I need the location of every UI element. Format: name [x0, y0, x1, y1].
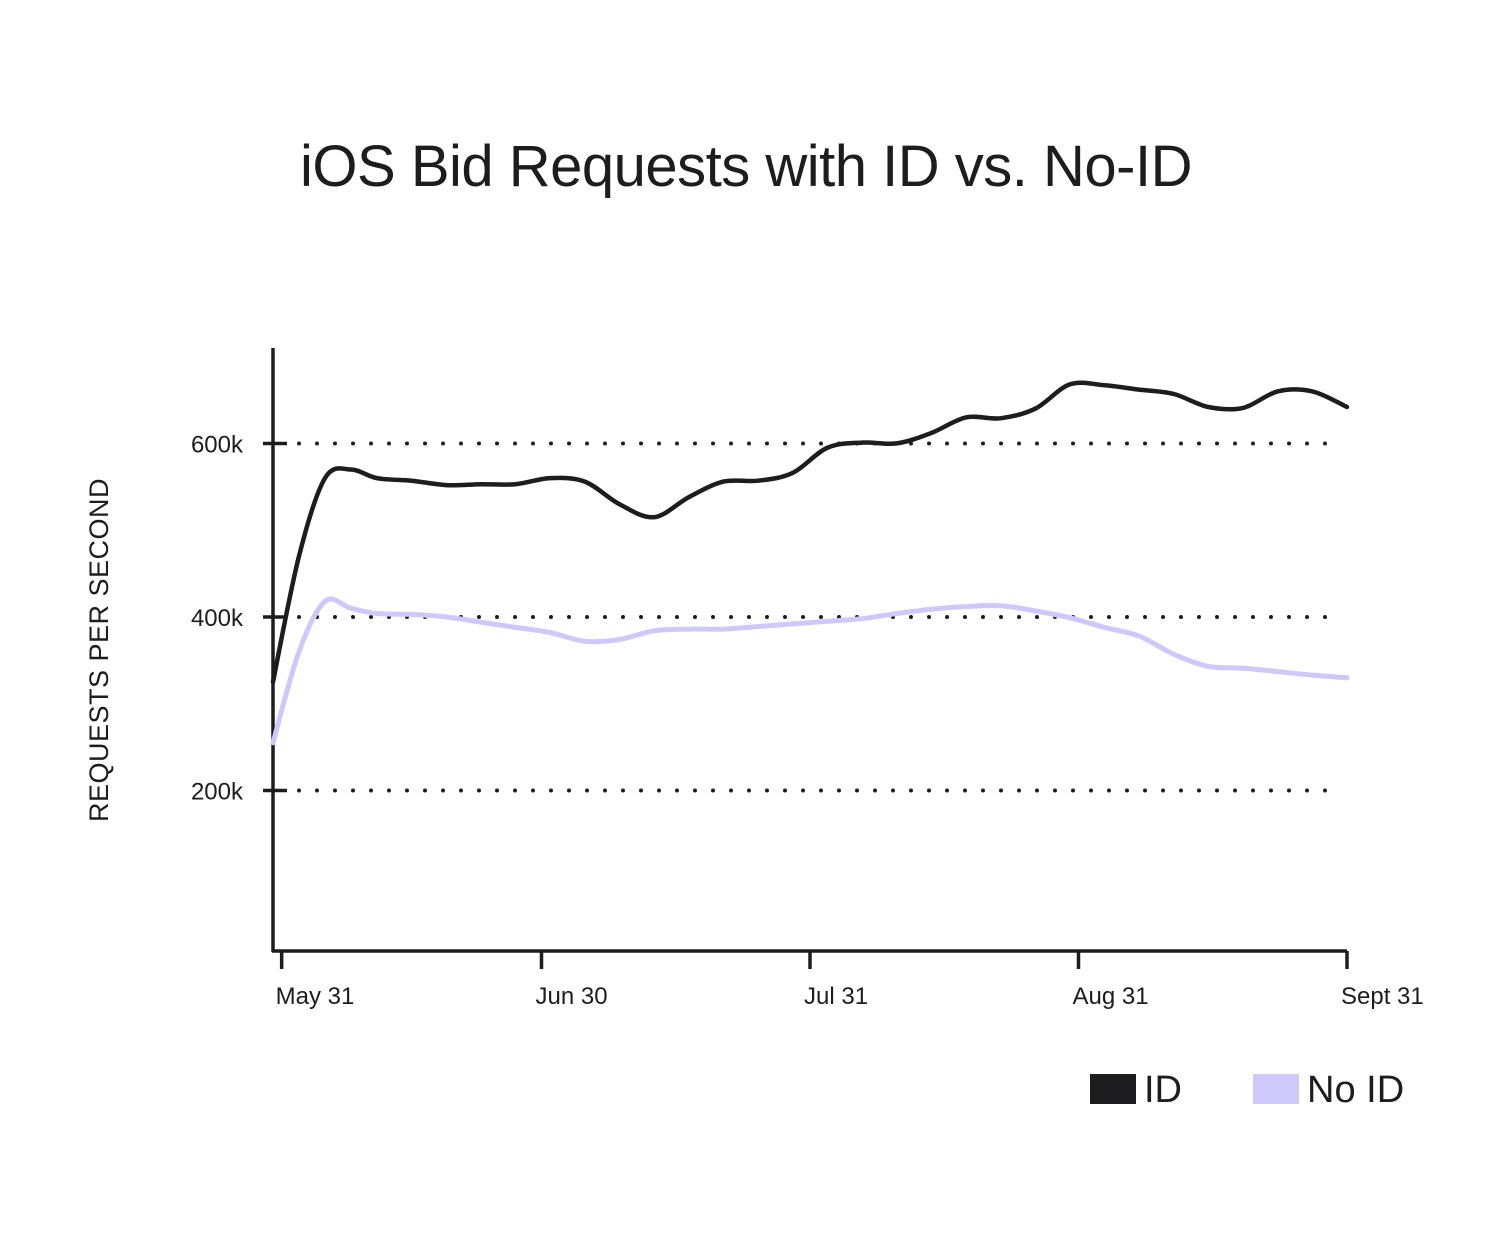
- x-tick-label: Jul 31: [804, 983, 868, 1010]
- y-tick-label: 600k: [191, 431, 244, 458]
- x-tick-label: Aug 31: [1073, 983, 1149, 1010]
- x-axis-ticks: May 31 Jun 30 Jul 31 Aug 31 Sept 31: [276, 951, 1424, 1010]
- legend-swatch-id: [1090, 1074, 1136, 1104]
- x-tick-label: Jun 30: [536, 983, 608, 1010]
- series-lines: [270, 380, 1350, 746]
- legend-swatch-no-id: [1253, 1074, 1299, 1104]
- y-tick-label: 200k: [191, 778, 244, 805]
- legend: ID No ID: [1090, 1069, 1404, 1111]
- legend-label-id: ID: [1144, 1069, 1182, 1111]
- legend-label-no-id: No ID: [1307, 1069, 1404, 1111]
- chart-title: iOS Bid Requests with ID vs. No-ID: [300, 134, 1192, 199]
- x-tick-label: Sept 31: [1341, 983, 1424, 1010]
- y-tick-label: 400k: [191, 605, 244, 632]
- y-axis-ticks: 200k 400k 600k: [191, 431, 287, 805]
- y-axis-label: REQUESTS PER SECOND: [84, 478, 114, 822]
- series-line-no-id: [270, 596, 1350, 746]
- x-tick-label: May 31: [276, 983, 355, 1010]
- series-line-id: [270, 380, 1350, 685]
